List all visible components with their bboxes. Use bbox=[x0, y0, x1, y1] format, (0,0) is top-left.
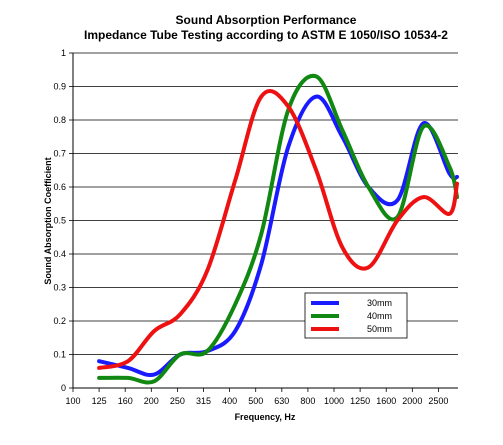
x-tick-label-3: 200 bbox=[144, 396, 159, 406]
y-tick-label-9: 0.9 bbox=[53, 82, 66, 92]
x-tick-labels: 100 125 160 200 250 315 400 500 630 800 1000 1250 16… bbox=[65, 396, 448, 406]
x-tick-label-2: 160 bbox=[118, 396, 133, 406]
legend-label-40mm: 40mm bbox=[367, 311, 392, 321]
series-line-40mm bbox=[97, 73, 459, 385]
y-tick-label-3: 0.3 bbox=[53, 283, 66, 293]
x-tick-label-14: 2500 bbox=[428, 396, 448, 406]
legend: 30mm 40mm 50mm bbox=[304, 292, 408, 339]
y-tick-label-2: 0.2 bbox=[53, 316, 66, 326]
data-series bbox=[97, 73, 459, 385]
y-tick-labels: 0 0.1 0.2 0.3 0.4 0.5 0.6 0.7 0.8 0.9 1 bbox=[53, 48, 66, 393]
x-tick-label-10: 1000 bbox=[324, 396, 344, 406]
y-tick-label-10: 1 bbox=[61, 48, 66, 58]
chart-title: Sound Absorption Performance bbox=[176, 13, 357, 27]
x-tick-label-8: 630 bbox=[274, 396, 289, 406]
y-tick-label-1: 0.1 bbox=[53, 350, 66, 360]
x-tick-label-12: 1600 bbox=[376, 396, 396, 406]
axes bbox=[72, 53, 458, 392]
x-tick-label-4: 250 bbox=[170, 396, 185, 406]
x-tick-label-5: 315 bbox=[196, 396, 211, 406]
x-tick-label-9: 800 bbox=[300, 396, 315, 406]
chart-subtitle: Impedance Tube Testing according to ASTM… bbox=[84, 28, 448, 42]
y-tick-label-7: 0.7 bbox=[53, 149, 66, 159]
legend-label-30mm: 30mm bbox=[367, 298, 392, 308]
x-tick-label-6: 400 bbox=[222, 396, 237, 406]
x-axis-label: Frequency, Hz bbox=[235, 412, 296, 422]
x-tick-label-1: 125 bbox=[92, 396, 107, 406]
x-tick-label-11: 1250 bbox=[350, 396, 370, 406]
legend-label-50mm: 50mm bbox=[367, 324, 392, 334]
x-tick-label-7: 500 bbox=[248, 396, 263, 406]
y-tick-label-5: 0.5 bbox=[53, 216, 66, 226]
y-axis-label: Sound Absorption Coefficient bbox=[43, 157, 53, 284]
y-tick-label-6: 0.6 bbox=[53, 182, 66, 192]
y-tick-label-0: 0 bbox=[61, 383, 66, 393]
y-tick-label-4: 0.4 bbox=[53, 249, 66, 259]
y-tick-label-8: 0.8 bbox=[53, 115, 66, 125]
x-tick-label-13: 2000 bbox=[402, 396, 422, 406]
series-line-50mm bbox=[97, 89, 459, 370]
x-tick-label-0: 100 bbox=[65, 396, 80, 406]
